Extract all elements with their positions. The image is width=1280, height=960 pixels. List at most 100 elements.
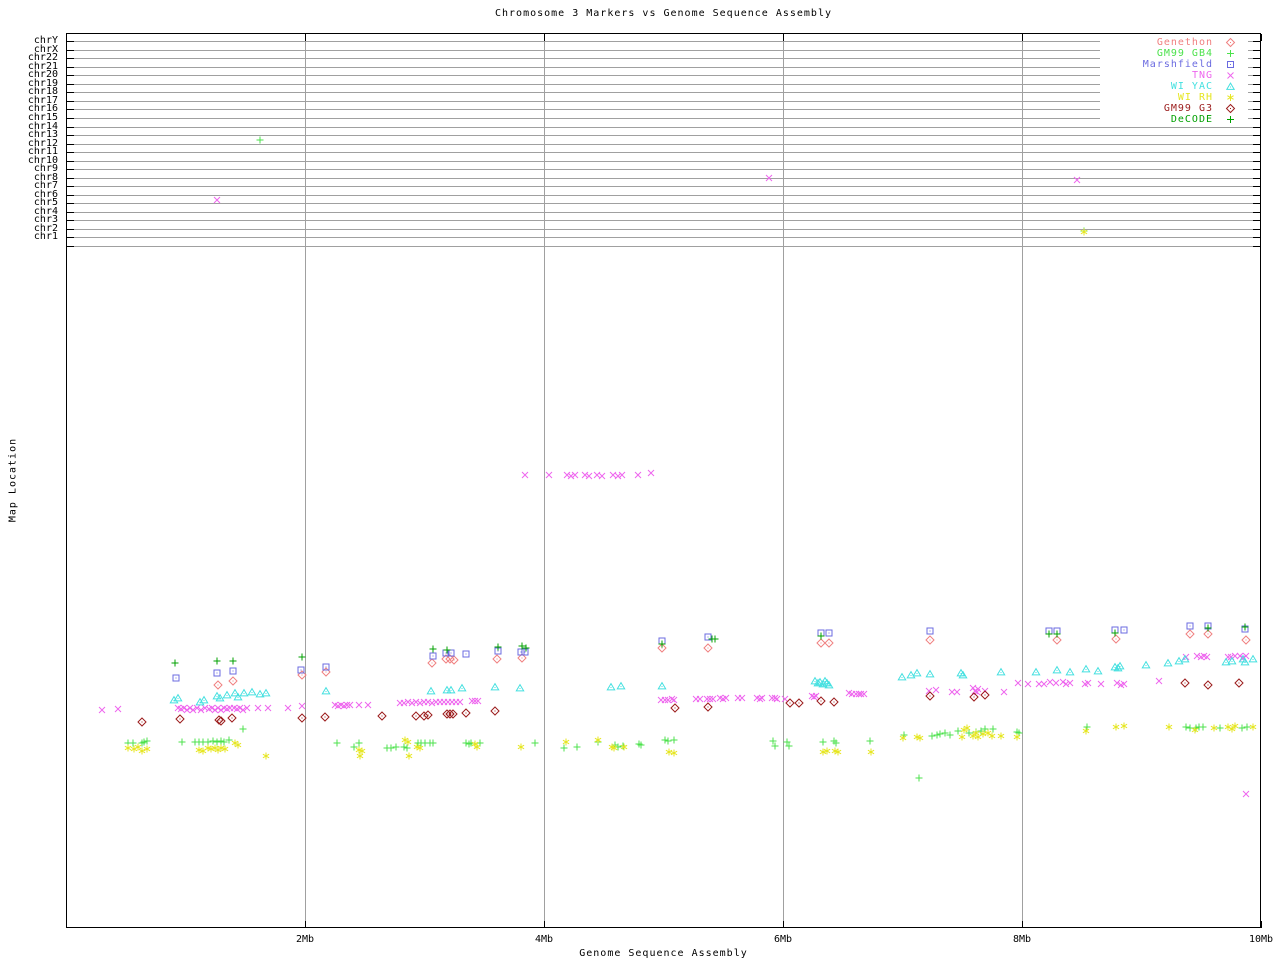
chromosome-label: chrX xyxy=(33,44,58,55)
chromosome-label: chr15 xyxy=(27,112,58,123)
legend-item: GM99 GB4 xyxy=(1100,48,1248,59)
x-axis-label: Genome Sequence Assembly xyxy=(579,948,748,959)
chromosome-label: chrY xyxy=(33,35,58,46)
y-tick-right xyxy=(1253,101,1260,102)
x-tick-bottom xyxy=(1261,921,1262,928)
chromosome-grid-line xyxy=(67,127,1260,128)
legend-item-label: TNG xyxy=(1191,70,1213,81)
chart-title: Chromosome 3 Markers vs Genome Sequence … xyxy=(495,8,832,19)
chromosome-grid-line xyxy=(67,84,1260,85)
chromosome-label: chr6 xyxy=(33,189,58,200)
chromosome-label: chr3 xyxy=(33,214,58,225)
y-tick-left xyxy=(67,58,74,59)
legend-item: DeCODE xyxy=(1100,114,1248,125)
legend-item: WI YAC xyxy=(1100,81,1248,92)
x-tick-label: 2Mb xyxy=(295,934,315,945)
y-tick-left xyxy=(67,246,74,247)
legend-item-label: GM99 GB4 xyxy=(1156,48,1213,59)
x-tick-bottom xyxy=(1022,921,1023,928)
chromosome-grid-line xyxy=(67,109,1260,110)
chromosome-grid-line xyxy=(67,92,1260,93)
chromosome-label: chr16 xyxy=(27,103,58,114)
x-tick-top xyxy=(305,34,306,41)
chromosome-grid-line xyxy=(67,186,1260,187)
legend-marker-icon xyxy=(1226,82,1235,90)
chromosome-grid-line xyxy=(67,161,1260,162)
y-tick-left xyxy=(67,118,74,119)
chromosome-grid-line xyxy=(67,118,1260,119)
y-tick-left xyxy=(67,237,74,238)
y-tick-left xyxy=(67,109,74,110)
legend-marker-icon xyxy=(1227,72,1234,79)
chromosome-label: chr4 xyxy=(33,206,58,217)
plot-border xyxy=(66,33,1261,928)
legend-marker-icon xyxy=(1226,104,1235,113)
y-tick-left xyxy=(67,229,74,230)
y-tick-left xyxy=(67,41,74,42)
y-tick-left xyxy=(67,203,74,204)
legend-item-label: Genethon xyxy=(1156,37,1213,48)
legend-marker-icon xyxy=(1226,38,1235,47)
y-tick-right xyxy=(1253,186,1260,187)
y-tick-right xyxy=(1253,237,1260,238)
x-tick-label: 4Mb xyxy=(534,934,554,945)
chromosome-label: chr7 xyxy=(33,180,58,191)
x-grid-line xyxy=(544,34,545,927)
chromosome-grid-line xyxy=(67,101,1260,102)
y-tick-left xyxy=(67,212,74,213)
legend-item: Genethon xyxy=(1100,37,1248,48)
y-tick-left xyxy=(67,75,74,76)
chromosome-label: chr20 xyxy=(27,69,58,80)
y-tick-left xyxy=(67,92,74,93)
chromosome-label: chr8 xyxy=(33,172,58,183)
y-tick-right xyxy=(1253,50,1260,51)
y-tick-right xyxy=(1253,84,1260,85)
chromosome-grid-line xyxy=(67,246,1260,247)
y-axis-label: Map Location xyxy=(7,437,19,523)
y-tick-left xyxy=(67,169,74,170)
y-tick-left xyxy=(67,186,74,187)
y-tick-left xyxy=(67,50,74,51)
y-tick-right xyxy=(1253,135,1260,136)
chromosome-grid-line xyxy=(67,41,1260,42)
chromosome-label: chr17 xyxy=(27,95,58,106)
chromosome-label: chr1 xyxy=(33,231,58,242)
legend-marker-icon xyxy=(1226,49,1235,58)
chromosome-label: chr21 xyxy=(27,61,58,72)
y-tick-right xyxy=(1253,178,1260,179)
chromosome-label: chr13 xyxy=(27,129,58,140)
chromosome-label: chr10 xyxy=(27,155,58,166)
x-tick-label: 10Mb xyxy=(1248,934,1274,945)
legend-item-label: WI YAC xyxy=(1170,81,1213,92)
legend-item: WI RH xyxy=(1100,92,1248,103)
y-tick-right xyxy=(1253,58,1260,59)
chromosome-grid-line xyxy=(67,58,1260,59)
x-grid-line xyxy=(1022,34,1023,927)
x-tick-bottom xyxy=(783,921,784,928)
legend-marker-icon xyxy=(1226,115,1235,124)
chromosome-grid-line xyxy=(67,67,1260,68)
y-tick-left xyxy=(67,67,74,68)
y-tick-right xyxy=(1253,109,1260,110)
y-tick-left xyxy=(67,135,74,136)
chromosome-label: chr22 xyxy=(27,52,58,63)
legend-item: Marshfield xyxy=(1100,59,1248,70)
x-tick-bottom xyxy=(544,921,545,928)
chromosome-grid-line xyxy=(67,237,1260,238)
y-tick-left xyxy=(67,195,74,196)
chromosome-label: chr5 xyxy=(33,197,58,208)
chromosome-label: chr18 xyxy=(27,86,58,97)
y-tick-right xyxy=(1253,203,1260,204)
y-tick-right xyxy=(1253,92,1260,93)
chromosome-grid-line xyxy=(67,169,1260,170)
y-tick-right xyxy=(1253,212,1260,213)
chromosome-grid-line xyxy=(67,152,1260,153)
legend-marker-icon xyxy=(1226,93,1235,102)
y-tick-right xyxy=(1253,152,1260,153)
x-tick-top xyxy=(1261,34,1262,41)
legend-marker-icon xyxy=(1227,61,1234,68)
y-tick-left xyxy=(67,144,74,145)
chromosome-grid-line xyxy=(67,50,1260,51)
legend-item-label: Marshfield xyxy=(1142,59,1213,70)
legend-item: TNG xyxy=(1100,70,1248,81)
